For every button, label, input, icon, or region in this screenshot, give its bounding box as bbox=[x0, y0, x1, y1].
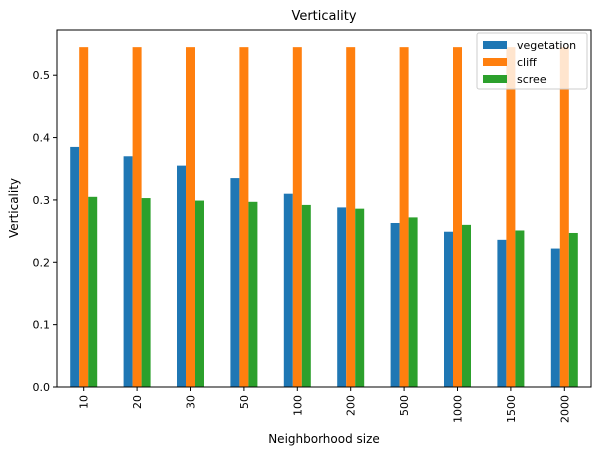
y-axis-title: Verticality bbox=[7, 178, 21, 238]
y-tick-label: 0.0 bbox=[33, 381, 51, 394]
legend-swatch-scree bbox=[483, 75, 507, 83]
bar-vegetation-50 bbox=[230, 178, 240, 387]
x-tick-label: 50 bbox=[238, 395, 251, 409]
bar-cliff-500 bbox=[399, 47, 409, 388]
x-tick-label: 100 bbox=[291, 395, 304, 416]
bar-cliff-200 bbox=[346, 47, 356, 388]
bar-cliff-100 bbox=[292, 47, 302, 388]
bars-group bbox=[70, 47, 578, 388]
x-tick-label: 30 bbox=[185, 395, 198, 409]
x-tick-label: 10 bbox=[78, 395, 91, 409]
y-tick-label: 0.5 bbox=[33, 69, 51, 82]
bar-scree-30 bbox=[195, 200, 204, 387]
y-tick-label: 0.2 bbox=[33, 256, 51, 269]
bar-scree-1000 bbox=[462, 224, 471, 387]
x-tick-label: 200 bbox=[345, 395, 358, 416]
x-tick-label: 2000 bbox=[558, 395, 571, 423]
bar-vegetation-1000 bbox=[444, 231, 453, 387]
legend-label-vegetation: vegetation bbox=[517, 39, 576, 52]
bar-vegetation-10 bbox=[70, 146, 80, 387]
bar-vegetation-30 bbox=[177, 165, 186, 387]
y-tick-label: 0.1 bbox=[33, 319, 51, 332]
x-tick-label: 20 bbox=[131, 395, 144, 409]
legend-label-cliff: cliff bbox=[517, 56, 537, 69]
x-tick-label: 1000 bbox=[452, 395, 465, 423]
bar-vegetation-1500 bbox=[497, 239, 507, 387]
bar-vegetation-20 bbox=[123, 156, 133, 387]
legend: vegetation cliff scree bbox=[476, 32, 588, 90]
chart-title: Verticality bbox=[291, 9, 356, 24]
bar-vegetation-2000 bbox=[550, 248, 560, 387]
x-axis-title: Neighborhood size bbox=[268, 432, 380, 446]
bar-vegetation-500 bbox=[390, 222, 400, 387]
bar-scree-200 bbox=[355, 208, 365, 387]
bar-scree-20 bbox=[141, 198, 151, 387]
bar-vegetation-100 bbox=[283, 193, 293, 387]
bar-scree-100 bbox=[301, 204, 311, 387]
bar-cliff-30 bbox=[186, 47, 195, 388]
bar-scree-500 bbox=[408, 217, 418, 387]
bar-cliff-1000 bbox=[453, 47, 462, 388]
bar-cliff-20 bbox=[132, 47, 142, 388]
y-tick-label: 0.3 bbox=[33, 194, 51, 207]
plot-frame bbox=[56, 29, 592, 388]
x-tick-label: 500 bbox=[398, 395, 411, 416]
x-axis: 10 20 30 50 100 200 500 1000 1500 2000 bbox=[78, 387, 571, 423]
y-tick-label: 0.4 bbox=[33, 132, 51, 145]
bar-vegetation-200 bbox=[337, 207, 347, 387]
bar-cliff-10 bbox=[79, 47, 89, 388]
bar-scree-50 bbox=[248, 201, 258, 387]
bar-cliff-50 bbox=[239, 47, 249, 388]
x-tick-label: 1500 bbox=[505, 395, 518, 423]
legend-swatch-vegetation bbox=[483, 41, 507, 49]
y-axis: 0.0 0.1 0.2 0.3 0.4 0.5 bbox=[33, 69, 57, 394]
legend-swatch-cliff bbox=[483, 58, 507, 66]
bar-scree-2000 bbox=[568, 232, 578, 387]
bar-cliff-1500 bbox=[506, 47, 516, 388]
legend-label-scree: scree bbox=[517, 73, 547, 86]
bar-cliff-2000 bbox=[559, 47, 569, 388]
bar-scree-1500 bbox=[515, 230, 525, 387]
bar-scree-10 bbox=[88, 196, 98, 387]
